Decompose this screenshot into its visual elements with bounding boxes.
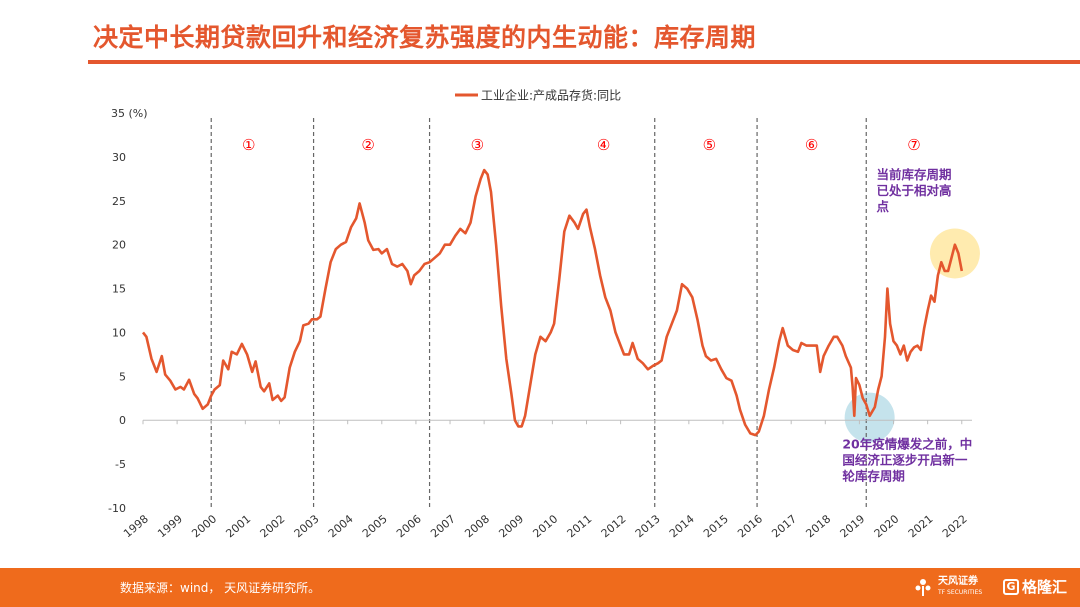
x-tick-label: 2018 bbox=[803, 512, 833, 540]
highlight-circle bbox=[844, 392, 895, 443]
x-tick-label: 2000 bbox=[189, 512, 219, 540]
annotation-text: 20年疫情爆发之前，中 bbox=[842, 436, 972, 451]
cycle-marker: ① bbox=[242, 136, 255, 154]
x-tick-label: 2012 bbox=[599, 512, 629, 540]
tf-logo-icon bbox=[915, 579, 931, 596]
annotation-text: 轮库存周期 bbox=[842, 468, 905, 483]
x-tick-label: 2022 bbox=[940, 512, 970, 540]
y-tick-label: 25 bbox=[112, 195, 126, 208]
tf-securities-logo: 天风证券 TF SECURITIES bbox=[912, 576, 982, 598]
gelonghui-logo: G 格隆汇 bbox=[1003, 576, 1067, 597]
y-tick-label: 30 bbox=[112, 151, 126, 164]
x-tick-label: 2020 bbox=[872, 512, 902, 540]
y-tick-label: -10 bbox=[108, 502, 126, 515]
brand-name: 天风证券 bbox=[938, 576, 978, 587]
cycle-marker: ⑤ bbox=[703, 136, 716, 154]
cycle-marker: ⑦ bbox=[907, 136, 920, 154]
x-tick-label: 2001 bbox=[223, 512, 253, 540]
annotation-text: 国经济正逐步开启新一 bbox=[842, 452, 968, 467]
x-tick-label: 2003 bbox=[292, 512, 322, 540]
x-tick-label: 2006 bbox=[394, 512, 424, 540]
cycle-marker: ⑥ bbox=[805, 136, 818, 154]
x-tick-label: 2004 bbox=[326, 512, 356, 540]
cycle-marker: ③ bbox=[471, 136, 484, 154]
x-tick-label: 2005 bbox=[360, 512, 390, 540]
line-chart: 1998 1999 2000 2001 2002 2003 2004 2005 2006 2007… bbox=[108, 88, 980, 540]
highlight-circle bbox=[929, 228, 980, 279]
x-tick-label: 2008 bbox=[462, 512, 492, 540]
y-tick-label: 10 bbox=[112, 326, 126, 339]
cycle-marker: ② bbox=[361, 136, 374, 154]
x-tick-label: 2013 bbox=[633, 512, 663, 540]
x-tick-label: 2014 bbox=[667, 512, 697, 540]
g-logo-icon: G bbox=[1003, 578, 1019, 595]
x-tick-label: 1998 bbox=[121, 512, 151, 540]
footer-bar bbox=[0, 568, 1080, 607]
cycle-marker: ④ bbox=[597, 136, 610, 154]
y-tick-label: 5 bbox=[119, 370, 126, 383]
annotation-text: 已处于相对高 bbox=[876, 183, 951, 198]
x-tick-label: 2021 bbox=[906, 512, 936, 540]
x-tick-label: 2002 bbox=[258, 512, 288, 540]
x-tick-label: 2016 bbox=[735, 512, 765, 540]
y-tick-label: 20 bbox=[112, 239, 126, 252]
brand-sub: TF SECURITIES bbox=[938, 589, 983, 596]
x-tick-label: 1999 bbox=[155, 512, 185, 540]
page-title: 决定中长期贷款回升和经济复苏强度的内生动能：库存周期 bbox=[93, 23, 757, 52]
data-source: 数据来源：wind， 天风证券研究所。 bbox=[120, 581, 321, 595]
x-tick-label: 2007 bbox=[428, 512, 458, 540]
x-tick-label: 2015 bbox=[701, 512, 731, 540]
title-divider bbox=[88, 60, 1080, 64]
x-tick-label: 2019 bbox=[838, 512, 868, 540]
y-tick-label: 15 bbox=[112, 283, 126, 296]
y-tick-label: 35 (%) bbox=[111, 107, 148, 120]
y-tick-label: -5 bbox=[115, 458, 126, 471]
legend-label: 工业企业:产成品存货:同比 bbox=[481, 88, 621, 103]
x-tick-label: 2011 bbox=[565, 512, 595, 540]
series-line bbox=[141, 168, 964, 437]
x-tick-label: 2017 bbox=[769, 512, 799, 540]
annotation-text: 当前库存周期 bbox=[876, 167, 951, 182]
x-tick-label: 2010 bbox=[531, 512, 561, 540]
x-tick-label: 2009 bbox=[496, 512, 526, 540]
brand2-name: 格隆汇 bbox=[1022, 578, 1068, 596]
annotation-text: 点 bbox=[876, 199, 889, 214]
y-tick-label: 0 bbox=[119, 414, 126, 427]
